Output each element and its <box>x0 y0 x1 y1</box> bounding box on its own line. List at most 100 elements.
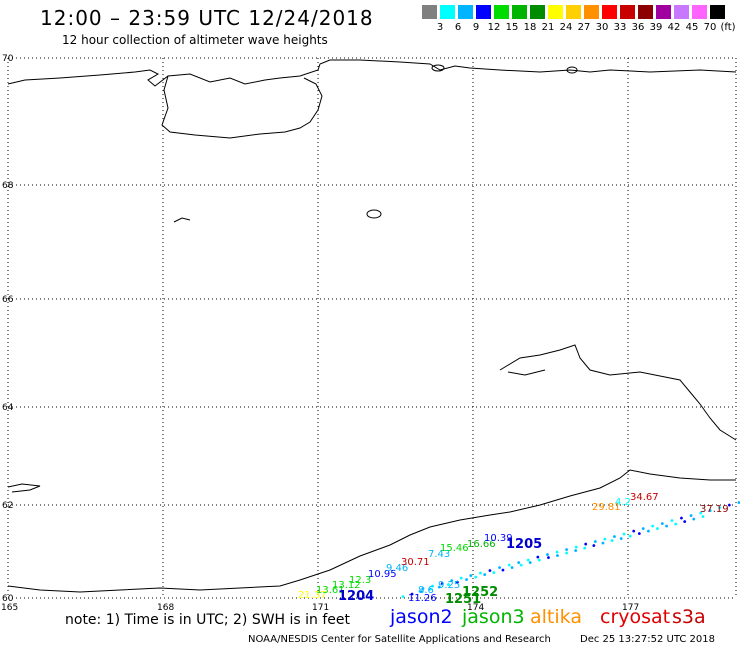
track-sample-mark: • <box>536 556 542 567</box>
coastline-norton <box>507 369 546 376</box>
track-sample-mark: • <box>420 584 426 595</box>
legend-label: 24 <box>559 22 573 33</box>
island <box>366 209 382 219</box>
satellite-jason3: jason3 <box>462 606 525 628</box>
track-sample-mark: • <box>446 580 452 591</box>
satellite-jason2: jason2 <box>390 606 453 628</box>
legend-label: 15 <box>505 22 519 33</box>
lat-label: 68 <box>2 181 14 191</box>
legend-label: 45 <box>685 22 699 33</box>
track-sample-mark: • <box>509 563 515 574</box>
legend-label: 27 <box>577 22 591 33</box>
legend-label: 33 <box>613 22 627 33</box>
legend-label: 30 <box>595 22 609 33</box>
track-sample-mark: • <box>497 563 503 574</box>
wave-height-label: 7.43 <box>428 549 450 560</box>
wave-height-label: 10.39 <box>484 533 513 544</box>
wave-height-label: 21.37 <box>298 590 327 601</box>
legend-swatch <box>602 5 617 19</box>
track-sample-mark: • <box>554 548 560 559</box>
track-sample-mark: • <box>516 558 522 569</box>
legend-swatch <box>494 5 509 19</box>
track-sample-mark: • <box>636 529 642 540</box>
track-sample-mark: • <box>525 555 531 566</box>
legend-swatch <box>584 5 599 19</box>
track-sample-mark: • <box>621 529 627 540</box>
track-sample-mark: • <box>458 574 464 585</box>
wave-height-label: 13.12 <box>332 580 361 591</box>
track-sample-mark: • <box>427 585 433 596</box>
legend-label: 36 <box>631 22 645 33</box>
track-sample-mark: • <box>527 558 533 569</box>
track-sample-mark: • <box>691 514 697 525</box>
track-sample-mark: • <box>600 539 606 550</box>
track-sample-mark: • <box>631 527 637 538</box>
legend-label: 6 <box>454 22 462 33</box>
map-title: 12:00 – 23:59 UTC 12/24/2018 <box>40 6 374 30</box>
coastline-south <box>7 469 736 593</box>
wave-height-label: 10.95 <box>368 569 397 580</box>
track-sample-mark: • <box>698 508 704 519</box>
lon-label: 171 <box>312 603 329 613</box>
pass-time-label: 1205 <box>506 537 542 552</box>
track-sample-mark: • <box>409 590 415 601</box>
legend-label: 39 <box>649 22 663 33</box>
track-sample-mark: • <box>609 536 615 547</box>
coastline-arctic <box>330 59 737 73</box>
track-sample-mark: • <box>669 516 675 527</box>
track-sample-mark: • <box>602 535 608 546</box>
track-sample-mark: • <box>688 511 694 522</box>
wave-height-label: 4.2 <box>615 497 631 508</box>
track-sample-mark: • <box>573 542 579 553</box>
wave-height-label: 13.61 <box>316 585 345 596</box>
credit-line: NOAA/NESDIS Center for Satellite Applica… <box>248 634 551 645</box>
legend-label: 70 <box>703 22 717 33</box>
lat-label: 60 <box>2 594 14 604</box>
track-sample-mark: • <box>618 534 624 545</box>
pass-time-label: 1204 <box>338 589 374 604</box>
track-sample-mark: • <box>430 581 436 592</box>
wave-height-label: 34.67 <box>630 492 659 503</box>
wave-height-label: 29.81 <box>592 502 621 513</box>
pass-time-label: 1252 <box>462 585 498 600</box>
lon-label: 165 <box>1 603 18 613</box>
track-sample-mark: • <box>707 506 713 517</box>
track-sample-mark: • <box>418 587 424 598</box>
track-sample-mark: • <box>506 561 512 572</box>
track-sample-mark: • <box>555 551 561 562</box>
legend-swatch <box>566 5 581 19</box>
legend-swatch <box>638 5 653 19</box>
track-sample-mark: • <box>664 522 670 533</box>
legend-swatch <box>656 5 671 19</box>
lon-label: 174 <box>467 603 484 613</box>
legend-swatch <box>422 5 437 19</box>
track-sample-mark: • <box>700 512 706 523</box>
track-sample-mark: • <box>487 566 493 577</box>
satellite-cryosat: cryosat <box>600 606 671 628</box>
track-sample-mark: • <box>482 570 488 581</box>
track-sample-mark: • <box>400 592 406 603</box>
track-sample-mark: • <box>717 503 723 514</box>
legend-swatch <box>620 5 635 19</box>
wave-height-label: 30.71 <box>401 557 430 568</box>
track-sample-mark: • <box>612 532 618 543</box>
coastline-norton <box>499 344 737 441</box>
legend-label: 9 <box>472 22 480 33</box>
track-sample-mark: • <box>736 498 740 509</box>
track-sample-mark: • <box>655 524 661 535</box>
legend-label: 21 <box>541 22 555 33</box>
lat-label: 66 <box>2 295 14 305</box>
coastline-sound <box>161 75 323 139</box>
track-sample-mark: • <box>640 524 646 535</box>
track-sample-mark: • <box>478 568 484 579</box>
lat-label: 62 <box>2 501 13 511</box>
track-sample-mark: • <box>491 568 497 579</box>
legend-swatch <box>674 5 689 19</box>
track-sample-mark: • <box>650 522 656 533</box>
legend-swatch <box>458 5 473 19</box>
altimeter-track-dense: • • • • • • • • • • • • • • • • • • • • • • • • • • • • • • • • •• • • • • • •… <box>400 498 740 603</box>
wave-height-label: 8.6 <box>418 585 434 596</box>
legend-swatch <box>710 5 725 19</box>
lat-label: 70 <box>2 54 14 64</box>
generated-timestamp: Dec 25 13:27:52 UTC 2018 <box>580 634 715 645</box>
